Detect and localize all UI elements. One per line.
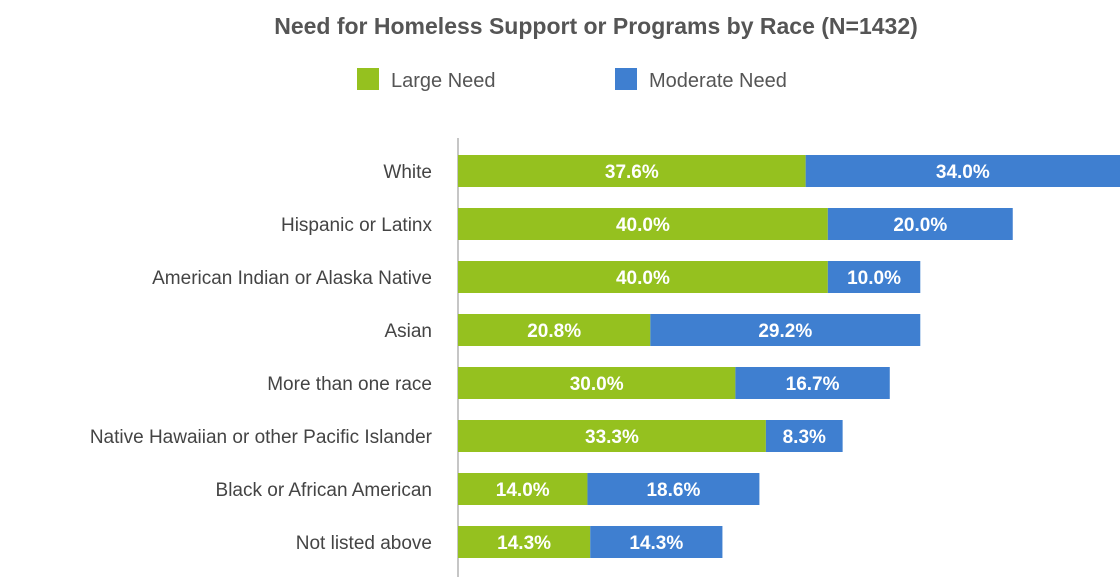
bar-moderate-need-asian: [650, 314, 921, 346]
value-label-moderate-need-american-indian-or-alaska-native: 10.0%: [847, 268, 901, 289]
value-label-moderate-need-asian: 29.2%: [758, 321, 812, 342]
value-label-moderate-need-black-or-african-american: 18.6%: [646, 480, 700, 501]
bar-moderate-need-black-or-african-american: [587, 473, 760, 505]
bar-large-need-white: [458, 155, 806, 187]
category-label-asian: Asian: [384, 321, 432, 342]
value-label-large-need-hispanic-or-latinx: 40.0%: [616, 215, 670, 236]
bar-large-need-american-indian-or-alaska-native: [458, 261, 828, 293]
bar-moderate-need-white: [805, 155, 1120, 187]
bar-large-need-not-listed-above: [458, 526, 591, 558]
bar-moderate-need-hispanic-or-latinx: [827, 208, 1013, 240]
bar-moderate-need-american-indian-or-alaska-native: [827, 261, 921, 293]
value-label-moderate-need-hispanic-or-latinx: 20.0%: [893, 215, 947, 236]
category-label-american-indian-or-alaska-native: American Indian or Alaska Native: [152, 268, 432, 289]
value-label-large-need-black-or-african-american: 14.0%: [496, 480, 550, 501]
legend-label-moderate-need: Moderate Need: [649, 70, 787, 92]
value-label-large-need-white: 37.6%: [605, 162, 659, 183]
bar-series: [458, 155, 1120, 558]
bar-moderate-need-not-listed-above: [590, 526, 723, 558]
value-label-moderate-need-more-than-one-race: 16.7%: [786, 374, 840, 395]
legend-swatch-large-need: [357, 68, 379, 90]
category-labels: White Hispanic or Latinx American Indian o…: [90, 162, 433, 554]
bar-moderate-need-native-hawaiian-or-other-pacific-islander: [765, 420, 843, 452]
value-label-moderate-need-native-hawaiian-or-other-pacific-islander: 8.3%: [783, 427, 826, 448]
category-label-hispanic-or-latinx: Hispanic or Latinx: [281, 215, 433, 236]
bar-large-need-asian: [458, 314, 651, 346]
category-label-more-than-one-race: More than one race: [267, 374, 432, 395]
value-label-moderate-need-white: 34.0%: [936, 162, 990, 183]
category-label-black-or-african-american: Black or African American: [216, 480, 432, 501]
value-label-large-need-native-hawaiian-or-other-pacific-islander: 33.3%: [585, 427, 639, 448]
category-label-native-hawaiian-or-other-pacific-islander: Native Hawaiian or other Pacific Islande…: [90, 427, 433, 448]
bar-large-need-native-hawaiian-or-other-pacific-islander: [458, 420, 766, 452]
value-label-large-need-more-than-one-race: 30.0%: [570, 374, 624, 395]
bar-large-need-black-or-african-american: [458, 473, 588, 505]
value-label-large-need-asian: 20.8%: [527, 321, 581, 342]
value-labels: 37.6% 34.0% 40.0% 20.0% 40.0% 10.0% 20.8% 29.2%…: [496, 162, 990, 554]
bar-large-need-hispanic-or-latinx: [458, 208, 828, 240]
legend-label-large-need: Large Need: [391, 70, 496, 92]
bar-large-need-more-than-one-race: [458, 367, 736, 399]
chart-title: Need for Homeless Support or Programs by…: [274, 13, 918, 39]
category-label-white: White: [383, 162, 432, 183]
category-label-not-listed-above: Not listed above: [296, 533, 432, 554]
value-label-large-need-not-listed-above: 14.3%: [497, 533, 551, 554]
legend-swatch-moderate-need: [615, 68, 637, 90]
value-label-moderate-need-not-listed-above: 14.3%: [629, 533, 683, 554]
bar-moderate-need-more-than-one-race: [735, 367, 890, 399]
legend: Large Need Moderate Need: [357, 68, 787, 92]
value-label-large-need-american-indian-or-alaska-native: 40.0%: [616, 268, 670, 289]
